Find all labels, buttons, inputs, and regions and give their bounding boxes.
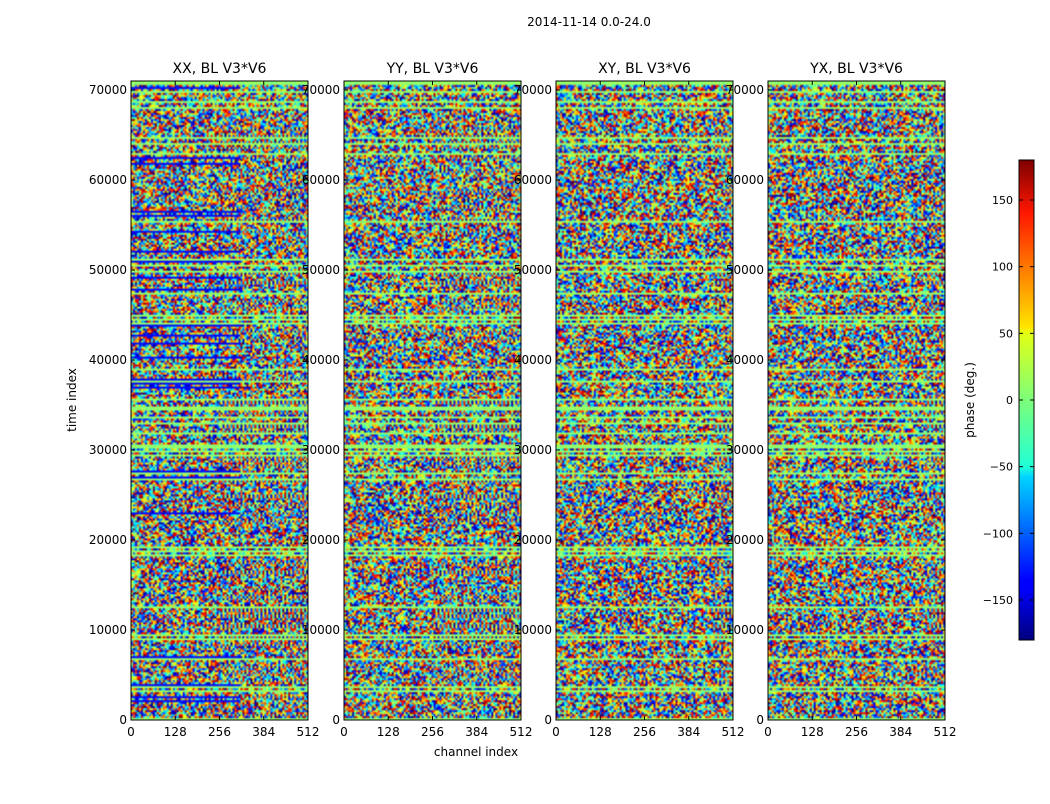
panel-3: YX, BL V3*V6 0 128 256 384 512 0 10000 20000 3000…	[726, 61, 957, 739]
colorbar-tick-label: −100	[983, 527, 1013, 540]
y-tick-label: 20000	[726, 533, 764, 547]
panel-1: YY, BL V3*V6 0 128 256 384 512 0 10000 20000 3000…	[302, 61, 533, 739]
y-tick-label: 50000	[514, 263, 552, 277]
y-tick-label: 20000	[514, 533, 552, 547]
x-tick-label: 0	[340, 725, 348, 739]
colorbar-tick-label: 50	[999, 327, 1013, 340]
x-tick-label: 256	[845, 725, 868, 739]
panel-title: YX, BL V3*V6	[809, 61, 903, 77]
y-tick-label: 70000	[514, 83, 552, 97]
x-tick-label: 128	[377, 725, 400, 739]
y-tick-label: 20000	[302, 533, 340, 547]
colorbar-tick-label: −150	[983, 594, 1013, 607]
y-tick-label: 60000	[726, 173, 764, 187]
panel-title: XX, BL V3*V6	[173, 61, 267, 77]
panel-title: YY, BL V3*V6	[386, 61, 479, 77]
panel-title: XY, BL V3*V6	[598, 61, 691, 77]
x-tick-label: 128	[589, 725, 612, 739]
y-tick-label: 0	[332, 713, 340, 727]
heatmap-image	[131, 81, 308, 720]
colorbar-label: phase (deg.)	[963, 362, 977, 438]
x-tick-label: 128	[801, 725, 824, 739]
y-tick-label: 0	[756, 713, 764, 727]
y-tick-label: 0	[544, 713, 552, 727]
x-tick-label: 512	[722, 725, 745, 739]
y-tick-label: 0	[119, 713, 127, 727]
panel-0: XX, BL V3*V6 0 128 256 384 512 0 10000 20000 3000…	[89, 61, 320, 739]
y-tick-label: 10000	[514, 623, 552, 637]
colorbar-tick-label: −50	[990, 461, 1013, 474]
heatmap-image	[768, 81, 945, 720]
y-tick-label: 10000	[89, 623, 127, 637]
x-axis-label: channel index	[434, 745, 518, 759]
figure-suptitle: 2014-11-14 0.0-24.0	[527, 15, 651, 29]
panel-2: XY, BL V3*V6 0 128 256 384 512 0 10000 20000 3000…	[514, 61, 745, 739]
heatmap-image	[344, 81, 521, 720]
y-tick-label: 40000	[89, 353, 127, 367]
y-tick-label: 30000	[726, 443, 764, 457]
y-tick-label: 60000	[89, 173, 127, 187]
y-tick-label: 40000	[514, 353, 552, 367]
x-tick-label: 384	[252, 725, 275, 739]
colorbar: 150 100 50 0 −50 −100 −150 phase (deg.)	[963, 159, 1035, 641]
y-axis-label: time index	[65, 368, 79, 432]
x-tick-label: 0	[552, 725, 560, 739]
y-tick-label: 40000	[302, 353, 340, 367]
y-tick-label: 60000	[302, 173, 340, 187]
colorbar-tick-label: 0	[1006, 394, 1013, 407]
y-tick-label: 20000	[89, 533, 127, 547]
y-tick-label: 30000	[514, 443, 552, 457]
y-tick-label: 70000	[302, 83, 340, 97]
x-tick-label: 512	[510, 725, 533, 739]
y-tick-label: 10000	[302, 623, 340, 637]
y-tick-label: 30000	[302, 443, 340, 457]
y-tick-label: 50000	[726, 263, 764, 277]
y-tick-label: 30000	[89, 443, 127, 457]
y-tick-label: 40000	[726, 353, 764, 367]
colorbar-tick-label: 100	[992, 261, 1013, 274]
x-tick-label: 512	[297, 725, 320, 739]
x-tick-label: 128	[164, 725, 187, 739]
x-tick-label: 512	[934, 725, 957, 739]
x-tick-label: 384	[677, 725, 700, 739]
heatmap-image	[556, 81, 733, 720]
y-tick-label: 10000	[726, 623, 764, 637]
x-tick-label: 0	[764, 725, 772, 739]
panels-group: XX, BL V3*V6 0 128 256 384 512 0 10000 20000 3000…	[89, 61, 957, 739]
colorbar-tick-label: 150	[992, 194, 1013, 207]
y-tick-label: 70000	[89, 83, 127, 97]
y-tick-label: 50000	[89, 263, 127, 277]
x-tick-label: 256	[208, 725, 231, 739]
y-tick-label: 60000	[514, 173, 552, 187]
y-tick-label: 50000	[302, 263, 340, 277]
x-tick-label: 384	[465, 725, 488, 739]
x-tick-label: 0	[127, 725, 135, 739]
x-tick-label: 256	[421, 725, 444, 739]
x-tick-label: 384	[889, 725, 912, 739]
y-tick-label: 70000	[726, 83, 764, 97]
x-tick-label: 256	[633, 725, 656, 739]
